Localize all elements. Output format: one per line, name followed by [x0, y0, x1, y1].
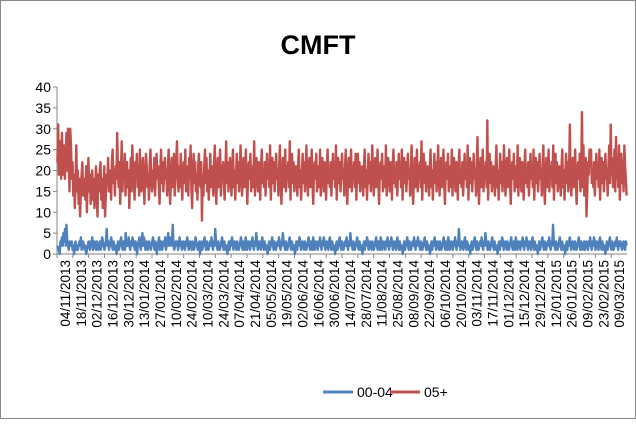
y-tick-label: 40: [35, 79, 51, 95]
x-tick-label: 11/08/2014: [375, 260, 390, 327]
x-tick-label: 17/11/2014: [485, 260, 500, 327]
series-line-05-plus: [56, 110, 628, 222]
x-tick-label: 21/04/2014: [248, 260, 263, 328]
series-group: [56, 110, 628, 256]
x-axis: 04/11/2013 18/11/2013 02/12/2013 16/12/2013…: [56, 253, 627, 328]
y-tick-label: 15: [35, 183, 51, 199]
y-tick-label: 35: [35, 100, 51, 116]
x-tick-label: 28/07/2014: [359, 260, 374, 328]
x-tick-label: 16/12/2013: [105, 260, 120, 328]
x-tick-label: 27/01/2014: [153, 260, 168, 328]
x-tick-label: 19/05/2014: [280, 260, 295, 328]
x-tick-label: 10/03/2014: [200, 260, 215, 328]
series-line-00-04: [56, 223, 628, 256]
x-tick-label: 10/02/2014: [169, 260, 184, 328]
y-tick-label: 20: [35, 163, 51, 179]
y-axis: 0 5 10 15 20 25 30 35 40: [35, 79, 58, 262]
x-tick-label: 18/11/2013: [74, 260, 89, 327]
x-tick-label: 20/10/2014: [454, 260, 469, 328]
x-tick-label: 05/05/2014: [264, 260, 279, 328]
x-tick-label: 24/03/2014: [216, 260, 231, 328]
x-tick-label: 02/06/2014: [295, 260, 310, 328]
x-tick-label: 06/10/2014: [438, 260, 453, 328]
x-tick-label: 23/02/2015: [596, 260, 611, 328]
legend-label: 00-04: [357, 384, 393, 400]
chart-title: CMFT: [281, 30, 356, 60]
x-tick-label: 15/12/2014: [517, 260, 532, 328]
x-tick-label: 08/09/2014: [406, 260, 421, 328]
x-tick-label: 12/01/2015: [549, 260, 564, 328]
y-tick-label: 0: [43, 246, 51, 262]
x-tick-label: 02/12/2013: [90, 260, 105, 328]
x-tick-label: 14/07/2014: [343, 260, 358, 328]
y-tick-label: 5: [43, 225, 51, 241]
x-tick-label: 13/01/2014: [137, 260, 152, 328]
x-tick-label: 01/12/2014: [501, 260, 516, 328]
x-tick-label: 22/09/2014: [422, 260, 437, 328]
x-tick-label: 09/03/2015: [612, 260, 627, 328]
y-tick-label: 30: [35, 121, 51, 137]
x-tick-label: 07/04/2014: [232, 260, 247, 328]
y-tick-label: 25: [35, 142, 51, 158]
x-tick-label: 16/06/2014: [311, 260, 326, 328]
x-tick-label: 03/11/2014: [470, 260, 485, 327]
x-tick-label: 30/06/2014: [327, 260, 342, 328]
x-tick-label: 25/08/2014: [390, 260, 405, 328]
x-tick-label: 29/12/2014: [533, 260, 548, 328]
legend-label: 05+: [424, 384, 448, 400]
x-tick-label: 26/01/2015: [565, 260, 580, 328]
legend: 00-04 05+: [323, 384, 448, 400]
x-tick-label: 04/11/2013: [58, 260, 73, 327]
x-tick-label: 30/12/2013: [121, 260, 136, 328]
x-tick-label: 09/02/2015: [580, 260, 595, 328]
y-tick-label: 10: [35, 204, 51, 220]
x-tick-label: 24/02/2014: [185, 260, 200, 328]
